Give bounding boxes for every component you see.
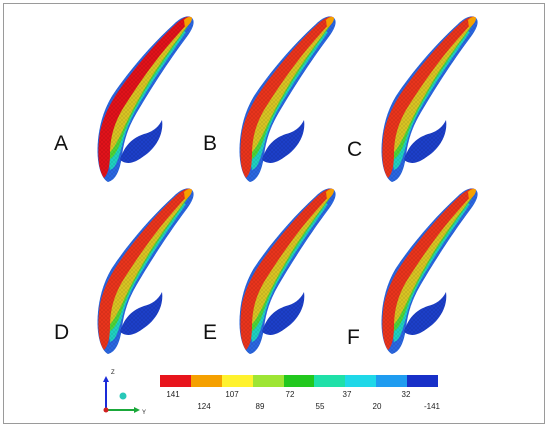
pulp-canal [422,208,472,304]
axis-triad: Z Y [103,370,146,416]
apex-highlight [468,16,476,28]
mesh-overlay [120,120,163,163]
pulp-canal [280,36,330,132]
legend-swatch [314,375,346,387]
legend-label-107: 107 [225,390,239,399]
mesh-overlay [404,292,447,335]
z-axis-label: Z [111,370,115,376]
panel-letter-d: D [54,321,70,344]
view-sphere-icon [119,392,127,400]
legend-label-32: 32 [401,390,411,399]
tooth-stress-model [239,188,336,354]
mesh-overlay [262,120,305,163]
legend-swatch [190,375,222,387]
legend-label-72: 72 [285,390,295,399]
legend-swatch [221,375,253,387]
panel-e [230,182,350,362]
tooth-stress-model [97,16,194,182]
legend-label-37: 37 [342,390,352,399]
apex-highlight [326,188,334,200]
tooth-mesh [239,16,336,182]
y-axis-label: Y [142,410,146,416]
panel-letter-b: B [203,132,218,155]
legend-label-141: 141 [166,390,180,399]
z-axis-arrow-icon [103,376,109,382]
legend-color-bar [160,375,439,387]
apex-highlight [184,16,192,28]
tooth-stress-model [381,16,478,182]
legend-swatch [345,375,377,387]
tooth-mesh [97,16,194,182]
panel-f [372,182,492,362]
tooth-stress-model [239,16,336,182]
mesh-overlay [404,120,447,163]
legend-swatch [252,375,284,387]
panel-d [88,182,208,362]
legend-label-20: 20 [372,402,382,411]
legend-swatch [283,375,315,387]
mesh-overlay [262,292,305,335]
panel-letter-c: C [347,138,363,161]
tooth-stress-model [381,188,478,354]
pulp-canal [138,36,188,132]
panel-letter-a: A [54,132,69,155]
legend-swatch [160,375,191,387]
tooth-stress-model [97,188,194,354]
panel-letter-e: E [203,321,218,344]
tooth-mesh [381,188,478,354]
apex-highlight [468,188,476,200]
legend-label-55: 55 [315,402,325,411]
tooth-mesh [239,188,336,354]
legend-label-89: 89 [255,402,265,411]
tooth-mesh [97,188,194,354]
panel-c [372,10,492,190]
panel-letter-f: F [347,326,360,349]
panel-a [88,10,208,190]
apex-highlight [326,16,334,28]
pulp-canal [138,208,188,304]
tooth-mesh [381,16,478,182]
legend-swatch [376,375,408,387]
pulp-canal [422,36,472,132]
apex-highlight [184,188,192,200]
stress-legend: 141 124 107 89 72 55 37 20 32 -141 [160,375,441,415]
mesh-overlay [120,292,163,335]
legend-label-minus-141: -141 [423,402,441,411]
y-axis-arrow-icon [134,407,140,413]
legend-swatch [407,375,439,387]
legend-label-124: 124 [197,402,211,411]
panel-b [230,10,350,190]
pulp-canal [280,208,330,304]
origin-point [103,407,109,413]
